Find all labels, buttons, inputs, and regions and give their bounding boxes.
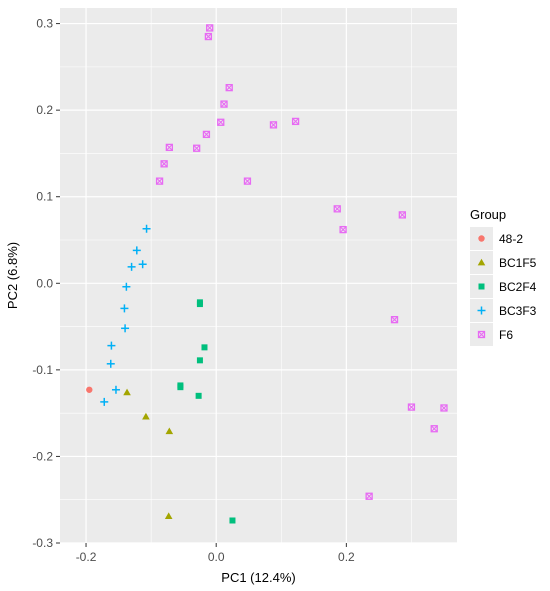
point-bc2f4 [201,344,208,351]
point-f6 [202,130,211,139]
point-f6 [407,403,416,411]
point-bc3f3 [122,282,131,291]
point-bc3f3 [120,304,129,313]
legend-label-bc3f3: BC3F3 [499,304,537,318]
point-f6 [333,205,341,213]
point-f6 [243,177,252,185]
point-f6 [217,118,225,126]
point-bc3f3 [111,385,120,394]
legend-symbol-48-2 [478,235,485,242]
y-tick-label: 0.2 [36,103,53,117]
y-tick-label: 0.3 [36,17,53,31]
point-bc1f5 [165,427,174,435]
point-bc3f3 [132,246,141,255]
legend-label-bc1f5: BC1F5 [499,256,537,270]
legend: Group 48-2 BC1F5 BC2F4 BC3F3 F6 [470,207,537,346]
y-axis: -0.3 -0.2 -0.1 0.0 0.1 0.2 0.3 [32,17,60,550]
point-bc3f3 [138,260,147,269]
point-bc2f4 [177,384,184,391]
x-tick-label: 0.0 [208,550,225,564]
y-tick-label: 0.0 [36,276,53,290]
x-tick-label: 0.2 [338,550,355,564]
point-48-2 [86,386,93,393]
point-f6 [291,117,300,126]
y-tick-label: -0.1 [32,363,53,377]
x-tick-label: -0.2 [76,550,97,564]
legend-symbol-bc2f4 [478,283,485,290]
point-f6 [430,425,438,433]
legend-symbol-bc1f5 [477,258,486,266]
y-tick-label: -0.3 [32,536,53,550]
point-bc2f4 [229,517,236,524]
point-bc3f3 [107,341,116,350]
point-f6 [398,211,406,219]
plot-panel [60,8,457,543]
point-f6 [155,177,164,185]
point-bc1f5 [123,388,131,396]
legend-title: Group [470,207,506,222]
legend-symbol-f6 [477,330,486,339]
point-bc2f4 [195,392,202,399]
point-bc1f5 [164,512,173,520]
x-axis: -0.2 0.0 0.2 [76,543,355,564]
point-bc3f3 [106,359,115,368]
point-f6 [204,32,213,41]
point-f6 [160,160,168,168]
point-f6 [220,100,228,108]
y-tick-label: -0.2 [32,449,53,463]
major-gridlines [60,8,457,544]
minor-gridlines [60,8,457,543]
point-f6 [365,492,373,500]
point-f6 [165,143,173,152]
point-f6 [206,24,214,32]
point-f6 [269,121,278,129]
legend-label-bc2f4: BC2F4 [499,280,537,294]
point-bc3f3 [100,397,109,406]
legend-symbol-bc3f3 [477,306,486,315]
point-f6 [390,316,399,324]
legend-label-f6: F6 [499,328,513,342]
y-tick-label: 0.1 [36,190,53,204]
point-bc1f5 [142,412,150,420]
point-f6 [339,225,347,234]
point-f6 [440,404,448,412]
point-f6 [225,83,233,92]
point-bc2f4 [196,301,203,308]
point-f6 [193,144,201,152]
point-bc3f3 [142,224,151,233]
point-bc3f3 [121,324,130,333]
data-points [86,24,448,524]
x-axis-title: PC1 (12.4%) [221,570,295,585]
point-bc2f4 [196,357,203,364]
point-bc3f3 [127,262,136,271]
y-axis-title: PC2 (6.8%) [5,242,20,309]
legend-label-48-2: 48-2 [499,232,523,246]
